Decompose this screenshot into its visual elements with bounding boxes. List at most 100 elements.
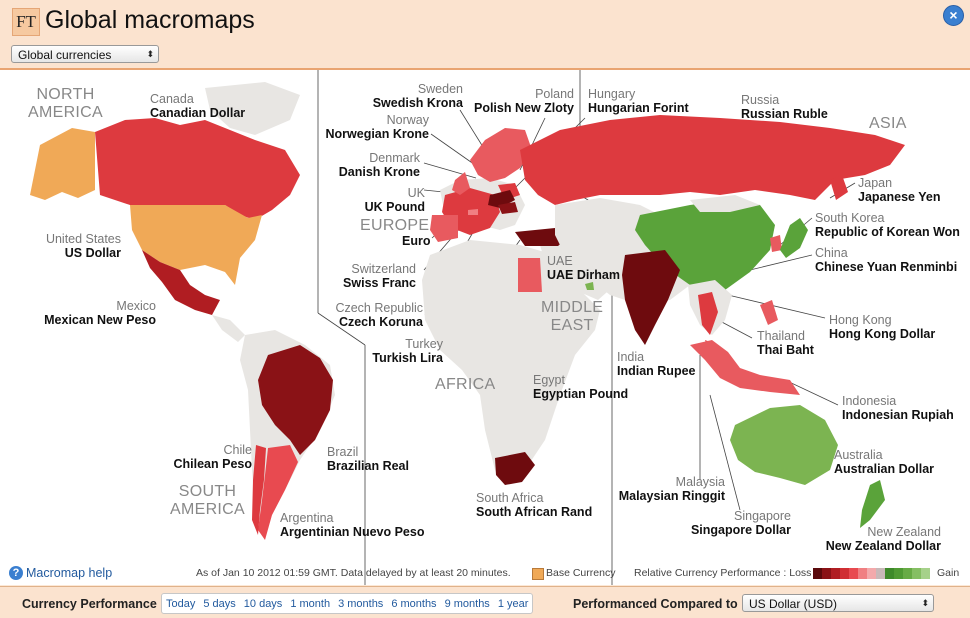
label-uae[interactable]: UAE UAE Dirham — [547, 254, 620, 282]
hungary-shape[interactable] — [498, 202, 518, 214]
label-hungary[interactable]: Hungary Hungarian Forint — [588, 87, 689, 115]
period-9-months[interactable]: 9 months — [444, 597, 490, 610]
label-hong-kong[interactable]: Hong Kong Hong Kong Dollar — [829, 313, 935, 341]
period-1-month[interactable]: 1 month — [290, 597, 331, 610]
central-america-shape — [212, 315, 245, 342]
label-canada[interactable]: Canada Canadian Dollar — [150, 92, 245, 120]
select-arrow-icon: ⬍ — [146, 49, 154, 59]
label-turkey[interactable]: Turkey Turkish Lira — [360, 337, 443, 365]
label-egypt[interactable]: Egypt Egyptian Pound — [533, 373, 628, 401]
label-sweden[interactable]: Sweden Swedish Krona — [360, 82, 463, 110]
legend-swatch — [912, 568, 921, 579]
usa-shape[interactable] — [130, 205, 262, 285]
region-north-america-line2: AMERICA — [28, 104, 103, 121]
chile-shape[interactable] — [252, 445, 266, 535]
south-africa-shape[interactable] — [495, 452, 535, 485]
korea-shape[interactable] — [770, 235, 782, 252]
country-name: Sweden — [417, 82, 463, 96]
brazil-shape[interactable] — [258, 345, 333, 455]
switzerland-shape[interactable] — [468, 209, 478, 215]
period-3-months[interactable]: 3 months — [338, 597, 384, 610]
compared-currency-select[interactable]: US Dollar (USD) ⬍ — [742, 594, 934, 612]
currency-name: UAE Dirham — [547, 268, 620, 282]
country-name: Egypt — [533, 373, 565, 387]
country-name: Indonesia — [842, 394, 897, 408]
label-russia[interactable]: Russia Russian Ruble — [741, 93, 828, 121]
india-shape[interactable] — [622, 250, 680, 345]
country-name: UK — [407, 186, 425, 200]
period-selector: Today 5 days 10 days 1 month 3 months 6 … — [161, 593, 534, 614]
russia-shape[interactable] — [520, 115, 905, 205]
label-japan[interactable]: Japan Japanese Yen — [858, 176, 940, 204]
scandinavia-shape[interactable] — [470, 128, 532, 182]
label-mexico[interactable]: Mexico Mexican New Peso — [20, 299, 156, 327]
help-icon[interactable]: ? — [9, 566, 23, 580]
canada-shape[interactable] — [95, 118, 300, 220]
label-india[interactable]: India Indian Rupee — [617, 350, 695, 378]
country-name: Mexico — [116, 299, 156, 313]
currency-name: Hong Kong Dollar — [829, 327, 936, 341]
label-usa[interactable]: United States US Dollar — [20, 232, 121, 260]
period-6-months[interactable]: 6 months — [391, 597, 437, 610]
label-czech[interactable]: Czech Republic Czech Koruna — [320, 301, 423, 329]
country-name: Denmark — [369, 151, 420, 165]
ft-logo: FT — [12, 8, 40, 36]
label-switzerland[interactable]: Switzerland Swiss Franc — [320, 262, 416, 290]
currency-name: Polish New Zloty — [473, 101, 574, 115]
performance-legend-scale — [813, 568, 930, 579]
label-south-africa[interactable]: South Africa South African Rand — [476, 491, 592, 519]
label-denmark[interactable]: Denmark Danish Krone — [330, 151, 420, 179]
country-name: Malaysia — [675, 475, 725, 489]
label-poland[interactable]: Poland Polish New Zloty — [460, 87, 574, 115]
label-china[interactable]: China Chinese Yuan Renminbi — [815, 246, 957, 274]
japan-shape[interactable] — [780, 218, 808, 258]
period-today[interactable]: Today — [166, 597, 196, 610]
period-5-days[interactable]: 5 days — [203, 597, 236, 610]
region-north-america-line1: NORTH — [36, 86, 95, 103]
uae-shape[interactable] — [585, 282, 594, 290]
legend-swatch — [885, 568, 894, 579]
africa-shape — [422, 240, 600, 485]
select-arrow-icon: ⬍ — [921, 598, 929, 608]
argentina-shape[interactable] — [258, 445, 298, 540]
label-argentina[interactable]: Argentina Argentinian Nuevo Peso — [280, 511, 424, 539]
label-thailand[interactable]: Thailand Thai Baht — [757, 329, 814, 357]
currency-name: Republic of Korean Won — [815, 225, 960, 239]
world-map: NORTH AMERICA SOUTH AMERICA EUROPE ASIA … — [0, 70, 970, 585]
country-name: South Africa — [476, 491, 544, 505]
currency-name: Brazilian Real — [327, 459, 409, 473]
period-10-days[interactable]: 10 days — [243, 597, 283, 610]
country-name: Thailand — [757, 329, 805, 343]
new-zealand-shape[interactable] — [860, 480, 885, 528]
currency-name: Thai Baht — [757, 343, 814, 357]
country-name: Hungary — [588, 87, 636, 101]
region-europe: EUROPE — [360, 217, 430, 234]
macromap-help-link[interactable]: Macromap help — [26, 566, 113, 580]
close-button[interactable]: × — [943, 5, 964, 26]
label-uk[interactable]: UK UK Pound — [330, 186, 425, 214]
label-malaysia[interactable]: Malaysia Malaysian Ringgit — [600, 475, 725, 503]
base-currency-label: Base Currency — [546, 567, 616, 579]
mexico-shape[interactable] — [142, 250, 220, 315]
region-south-america: SOUTH AMERICA — [170, 483, 245, 519]
thailand-shape[interactable] — [698, 292, 718, 335]
legend-label: Relative Currency Performance : Loss — [634, 567, 812, 579]
label-euro[interactable]: Euro — [402, 234, 430, 248]
label-brazil[interactable]: Brazil Brazilian Real — [327, 445, 409, 473]
uk-shape[interactable] — [452, 172, 470, 195]
period-1-year[interactable]: 1 year — [497, 597, 529, 610]
legend-swatch — [849, 568, 858, 579]
indonesia-shape[interactable] — [690, 340, 800, 395]
label-norway[interactable]: Norway Norwegian Krone — [320, 113, 430, 141]
label-south-korea[interactable]: South Korea Republic of Korean Won — [815, 211, 960, 239]
label-singapore[interactable]: Singapore Singapore Dollar — [680, 509, 791, 537]
dataset-select[interactable]: Global currencies ⬍ — [11, 45, 159, 63]
map-canvas — [30, 70, 905, 585]
australia-shape[interactable] — [730, 405, 838, 485]
label-chile[interactable]: Chile Chilean Peso — [150, 443, 253, 471]
currency-name: Japanese Yen — [858, 190, 941, 204]
label-indonesia[interactable]: Indonesia Indonesian Rupiah — [842, 394, 954, 422]
label-australia[interactable]: Australia Australian Dollar — [834, 448, 934, 476]
label-new-zealand[interactable]: New Zealand New Zealand Dollar — [820, 525, 941, 553]
egypt-shape[interactable] — [518, 258, 542, 292]
